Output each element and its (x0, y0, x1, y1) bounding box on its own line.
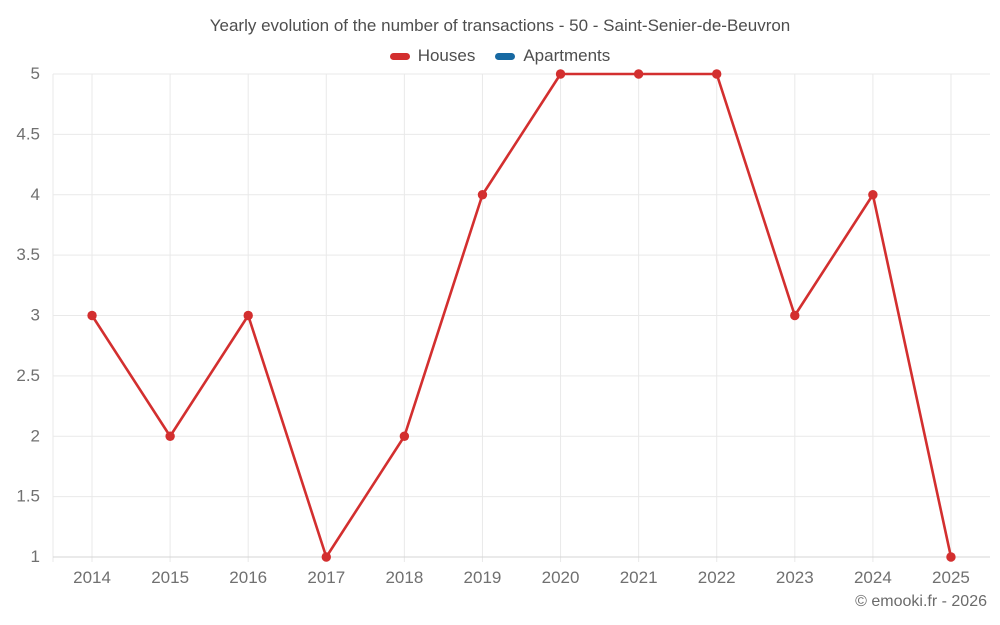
x-axis-tick-label: 2025 (932, 568, 970, 587)
data-point-houses-2023[interactable] (790, 310, 800, 321)
series-line-houses (90, 72, 953, 559)
x-axis-tick-label: 2021 (620, 568, 658, 587)
y-axis-tick-label: 2 (31, 426, 40, 445)
data-point-houses-2018[interactable] (399, 431, 410, 441)
x-axis-tick-label: 2019 (464, 568, 502, 587)
data-point-houses-2016[interactable] (243, 310, 253, 321)
y-axis-tick-label: 2.5 (16, 366, 40, 385)
x-axis-tick-label: 2018 (385, 568, 423, 587)
chart-legend: Houses Apartments (0, 46, 1000, 66)
y-axis-tick-label: 3 (31, 306, 40, 325)
y-axis-tick-label: 1.5 (16, 487, 40, 506)
data-point-houses-2025[interactable] (946, 552, 956, 562)
data-point-houses-2019[interactable] (477, 190, 488, 200)
chart-title: Yearly evolution of the number of transa… (209, 16, 791, 35)
x-axis-tick-label: 2020 (542, 568, 580, 587)
data-point-houses-2024[interactable] (868, 190, 878, 200)
copyright-notice: © emooki.fr - 2026 (855, 593, 987, 610)
legend-label-apartments: Apartments (523, 46, 611, 65)
legend-swatch-houses (389, 52, 410, 60)
x-axis-tick-label: 2015 (151, 568, 189, 587)
y-axis-tick-label: 1 (31, 547, 40, 566)
x-axis-tick-label: 2017 (307, 568, 345, 587)
data-point-houses-2021[interactable] (633, 69, 644, 79)
x-axis-tick-label: 2016 (229, 568, 267, 587)
x-axis-tick-label: 2022 (698, 568, 736, 587)
data-point-houses-2020[interactable] (555, 69, 566, 79)
legend-label-houses: Houses (417, 46, 476, 65)
data-point-houses-2014[interactable] (87, 310, 97, 321)
data-point-houses-2022[interactable] (712, 69, 722, 79)
y-axis-tick-label: 3.5 (16, 245, 40, 264)
x-axis-tick-label: 2014 (73, 568, 111, 587)
data-point-houses-2015[interactable] (165, 431, 175, 441)
legend-item-apartments[interactable]: Apartments (495, 46, 610, 66)
y-axis-tick-label: 4 (31, 185, 40, 204)
x-axis-tick-label: 2023 (776, 568, 814, 587)
x-axis-tick-label: 2024 (854, 568, 892, 587)
y-axis-tick-label: 4.5 (16, 124, 40, 143)
y-axis-tick-label: 5 (31, 64, 40, 83)
legend-swatch-apartments (495, 52, 516, 60)
legend-item-houses[interactable]: Houses (389, 46, 476, 66)
data-point-houses-2017[interactable] (321, 552, 331, 562)
